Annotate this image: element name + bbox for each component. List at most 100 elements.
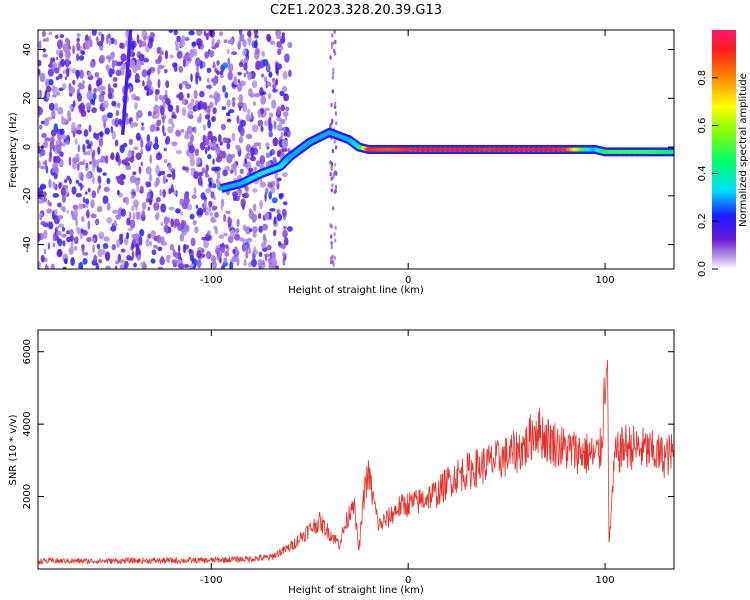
noise-blob bbox=[62, 141, 66, 148]
noise-blob bbox=[239, 119, 247, 127]
noise-blob bbox=[78, 82, 83, 90]
noise-blob bbox=[148, 68, 152, 75]
noise-blob bbox=[104, 127, 110, 135]
noise-blob bbox=[132, 212, 136, 221]
noise-blob bbox=[136, 34, 140, 44]
noise-blob bbox=[176, 50, 183, 59]
noise-blob bbox=[114, 265, 118, 269]
noise-blob bbox=[330, 166, 334, 172]
noise-blob bbox=[193, 126, 197, 134]
noise-blob bbox=[195, 75, 199, 85]
noise-blob bbox=[227, 63, 234, 72]
noise-blob bbox=[130, 120, 134, 129]
x-tick-label: -100 bbox=[200, 575, 223, 586]
noise-blob bbox=[244, 244, 249, 252]
noise-blob bbox=[259, 107, 265, 115]
noise-blob bbox=[91, 237, 96, 242]
noise-blob bbox=[88, 124, 92, 133]
noise-blob bbox=[154, 89, 160, 95]
noise-blob bbox=[238, 105, 242, 112]
noise-blob bbox=[156, 126, 160, 131]
noise-blob bbox=[334, 238, 337, 243]
noise-blob bbox=[209, 211, 213, 217]
noise-blob bbox=[90, 213, 97, 219]
noise-blob bbox=[92, 175, 95, 185]
noise-blob bbox=[42, 53, 48, 58]
noise-blob bbox=[39, 149, 46, 157]
noise-blob bbox=[330, 255, 334, 260]
noise-blob bbox=[220, 123, 226, 131]
noise-blob bbox=[221, 246, 225, 254]
noise-blob bbox=[157, 66, 161, 76]
noise-blob bbox=[211, 38, 215, 48]
noise-blob bbox=[72, 79, 76, 85]
noise-blob bbox=[102, 248, 106, 256]
noise-blob bbox=[141, 201, 147, 210]
noise-blob bbox=[280, 38, 286, 43]
noise-blob bbox=[238, 61, 244, 68]
noise-blob bbox=[40, 221, 46, 226]
ridge-point bbox=[444, 147, 451, 152]
noise-blob bbox=[171, 259, 178, 265]
noise-blob bbox=[331, 259, 334, 265]
y-tick-label: 20 bbox=[22, 92, 33, 105]
noise-blob bbox=[100, 85, 106, 91]
noise-blob bbox=[38, 199, 43, 205]
noise-blob bbox=[108, 57, 111, 63]
noise-blob bbox=[226, 143, 231, 150]
noise-blob bbox=[219, 250, 223, 258]
ridge-point bbox=[424, 147, 431, 152]
noise-blob bbox=[153, 110, 156, 116]
noise-blob bbox=[175, 44, 180, 52]
noise-blob bbox=[73, 245, 78, 251]
noise-blob bbox=[173, 190, 177, 196]
snr-frame bbox=[37, 329, 675, 570]
noise-blob bbox=[266, 81, 272, 87]
noise-blob bbox=[237, 39, 242, 50]
noise-blob bbox=[190, 98, 195, 106]
noise-blob bbox=[43, 229, 48, 240]
noise-blob bbox=[133, 262, 137, 268]
noise-blob bbox=[86, 236, 92, 243]
noise-blob bbox=[217, 179, 220, 189]
ridge-point bbox=[667, 149, 674, 154]
noise-blob bbox=[202, 207, 206, 213]
snr-panel: -100 0 100 2000 4000 6000 Height of straight… bbox=[8, 329, 675, 596]
noise-blob bbox=[330, 188, 333, 193]
noise-blob bbox=[106, 177, 111, 185]
noise-blob bbox=[146, 91, 149, 97]
noise-blob bbox=[332, 206, 335, 211]
noise-blob bbox=[152, 143, 160, 150]
noise-blob bbox=[235, 227, 240, 234]
noise-blob bbox=[232, 97, 236, 102]
noise-blob bbox=[85, 198, 90, 205]
noise-blob bbox=[245, 144, 252, 153]
noise-blob bbox=[177, 263, 185, 269]
noise-blob bbox=[196, 250, 202, 259]
ridge-point bbox=[498, 147, 505, 152]
noise-blob bbox=[254, 34, 259, 39]
noise-blob bbox=[54, 155, 61, 164]
noise-blob bbox=[168, 164, 172, 172]
noise-blob bbox=[90, 60, 94, 68]
noise-blob bbox=[38, 160, 41, 169]
noise-blob bbox=[86, 90, 93, 101]
ridge-point bbox=[483, 147, 490, 152]
snr-y-ticks: 2000 4000 6000 bbox=[22, 339, 674, 509]
noise-blob bbox=[43, 248, 47, 255]
noise-blob bbox=[120, 53, 127, 62]
noise-blob bbox=[334, 225, 337, 230]
noise-blob bbox=[235, 189, 243, 194]
noise-blob bbox=[48, 221, 54, 230]
noise-blob bbox=[253, 246, 257, 255]
noise-blob bbox=[186, 51, 190, 57]
noise-blob bbox=[132, 171, 137, 176]
noise-blob bbox=[330, 45, 334, 50]
noise-blob bbox=[332, 67, 335, 73]
noise-blob bbox=[221, 264, 225, 269]
noise-blob bbox=[247, 71, 252, 81]
noise-blob bbox=[248, 247, 251, 255]
noise-blob bbox=[146, 79, 152, 89]
noise-blob bbox=[62, 266, 67, 269]
noise-blob bbox=[237, 71, 243, 76]
